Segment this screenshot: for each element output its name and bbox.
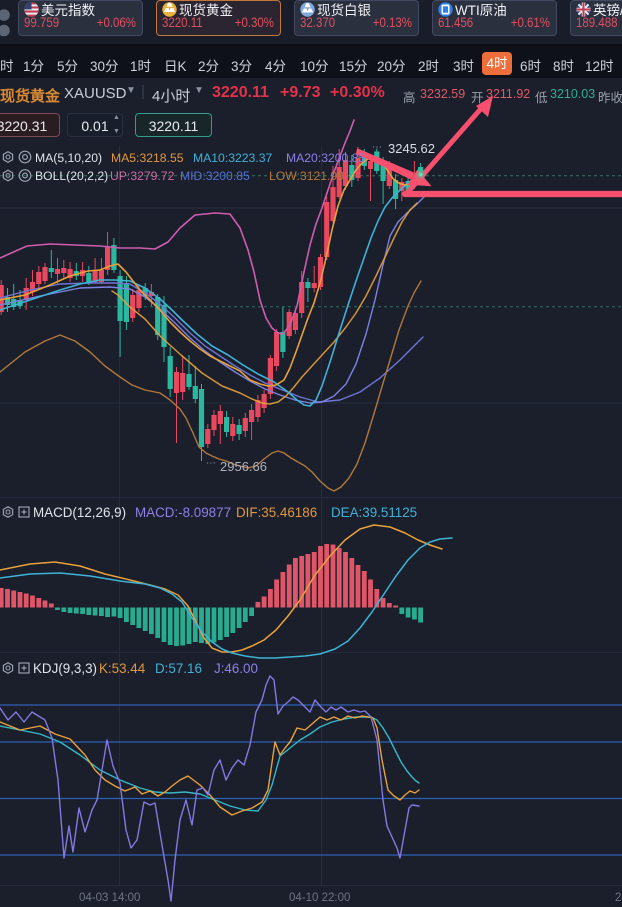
svg-text:KDJ(9,3,3): KDJ(9,3,3) [33,661,97,676]
svg-text:04-10 22:00: 04-10 22:00 [289,892,350,904]
svg-text:MA20:3200.85: MA20:3200.85 [286,151,366,165]
svg-text:MA(5,10,20): MA(5,10,20) [35,151,102,165]
svg-text:MID:3200.85: MID:3200.85 [180,169,250,183]
svg-text:DIF:35.46186: DIF:35.46186 [236,505,317,520]
svg-text:DEA:39.51125: DEA:39.51125 [331,505,417,520]
svg-text:J:46.00: J:46.00 [214,661,258,676]
svg-text:MACD(12,26,9): MACD(12,26,9) [33,505,126,520]
svg-text:UP:3279.72: UP:3279.72 [110,169,175,183]
svg-text:D:57.16: D:57.16 [155,661,202,676]
svg-text:⋯: ⋯ [372,142,382,153]
svg-text:MA5:3218.55: MA5:3218.55 [111,151,184,165]
svg-text:2: 2 [615,892,621,904]
svg-text:MA10:3223.37: MA10:3223.37 [193,151,273,165]
svg-text:04-03 14:00: 04-03 14:00 [79,892,140,904]
svg-text:K:53.44: K:53.44 [99,661,146,676]
svg-text:2956.66: 2956.66 [220,459,267,474]
svg-text:⋯: ⋯ [206,458,216,469]
svg-text:3245.62: 3245.62 [388,141,435,156]
svg-text:LOW:3121.99: LOW:3121.99 [269,169,344,183]
svg-text:MACD:-8.09877: MACD:-8.09877 [135,505,231,520]
svg-text:BOLL(20,2,2): BOLL(20,2,2) [35,169,108,183]
